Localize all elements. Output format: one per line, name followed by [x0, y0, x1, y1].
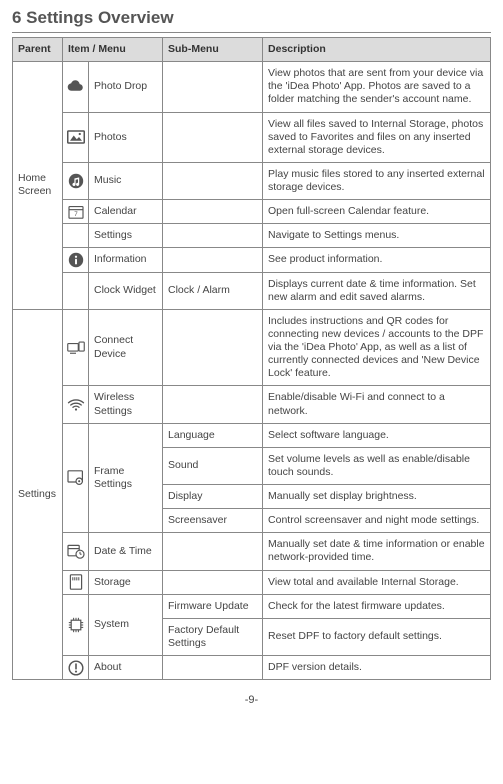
- sub-label: [163, 112, 263, 162]
- heading-rule: [12, 32, 491, 33]
- desc-label: Manually set display brightness.: [263, 485, 491, 509]
- table-row: Settings Navigate to Settings menus.: [13, 224, 491, 248]
- frame-settings-icon: [63, 423, 89, 533]
- item-label: System: [89, 594, 163, 655]
- table-row: Date & Time Manually set date & time inf…: [13, 533, 491, 570]
- music-icon: [63, 162, 89, 199]
- desc-label: View photos that are sent from your devi…: [263, 62, 491, 112]
- sub-label: [163, 386, 263, 423]
- desc-label: View all files saved to Internal Storage…: [263, 112, 491, 162]
- settings-table: Parent Item / Menu Sub-Menu Description …: [12, 37, 491, 680]
- item-label: Information: [89, 248, 163, 272]
- desc-label: Displays current date & time information…: [263, 272, 491, 309]
- table-header-row: Parent Item / Menu Sub-Menu Description: [13, 38, 491, 62]
- item-label: Wireless Settings: [89, 386, 163, 423]
- table-row: Photos View all files saved to Internal …: [13, 112, 491, 162]
- parent-settings: Settings: [13, 309, 63, 679]
- table-row: Music Play music files stored to any ins…: [13, 162, 491, 199]
- desc-label: View total and available Internal Storag…: [263, 570, 491, 594]
- desc-label: Select software language.: [263, 423, 491, 447]
- table-row: Wireless Settings Enable/disable Wi-Fi a…: [13, 386, 491, 423]
- sub-label: Screensaver: [163, 509, 263, 533]
- desc-label: Navigate to Settings menus.: [263, 224, 491, 248]
- page-container: 6 Settings Overview Parent Item / Menu S…: [0, 0, 503, 726]
- information-icon: [63, 248, 89, 272]
- sub-label: Language: [163, 423, 263, 447]
- table-row: Settings Connect Device Includes instruc…: [13, 309, 491, 386]
- desc-label: Play music files stored to any inserted …: [263, 162, 491, 199]
- sub-label: [163, 309, 263, 386]
- table-row: System Firmware Update Check for the lat…: [13, 594, 491, 618]
- system-icon: [63, 594, 89, 655]
- parent-home: Home Screen: [13, 62, 63, 310]
- sub-label: [163, 570, 263, 594]
- sub-label: Sound: [163, 447, 263, 484]
- table-row: Clock Widget Clock / Alarm Displays curr…: [13, 272, 491, 309]
- desc-label: DPF version details.: [263, 656, 491, 680]
- item-label: Storage: [89, 570, 163, 594]
- item-label: Settings: [89, 224, 163, 248]
- item-label: Photo Drop: [89, 62, 163, 112]
- table-row: Frame Settings Language Select software …: [13, 423, 491, 447]
- svg-text:7: 7: [74, 211, 78, 218]
- date-time-icon: [63, 533, 89, 570]
- sub-label: Clock / Alarm: [163, 272, 263, 309]
- item-label: Frame Settings: [89, 423, 163, 533]
- col-desc: Description: [263, 38, 491, 62]
- sub-label: [163, 200, 263, 224]
- sub-label: [163, 162, 263, 199]
- col-sub: Sub-Menu: [163, 38, 263, 62]
- section-heading: 6 Settings Overview: [12, 8, 491, 28]
- item-label: Music: [89, 162, 163, 199]
- item-label: Calendar: [89, 200, 163, 224]
- desc-label: Check for the latest firmware updates.: [263, 594, 491, 618]
- item-label: Photos: [89, 112, 163, 162]
- sub-label: Factory Default Settings: [163, 618, 263, 655]
- sub-label: [163, 656, 263, 680]
- sub-label: Display: [163, 485, 263, 509]
- desc-label: See product information.: [263, 248, 491, 272]
- settings-icon: [63, 224, 89, 248]
- desc-label: Includes instructions and QR codes for c…: [263, 309, 491, 386]
- desc-label: Control screensaver and night mode setti…: [263, 509, 491, 533]
- table-row: Storage View total and available Interna…: [13, 570, 491, 594]
- photo-drop-icon: [63, 62, 89, 112]
- sub-label: [163, 248, 263, 272]
- desc-label: Manually set date & time information or …: [263, 533, 491, 570]
- table-row: Home Screen Photo Drop View photos that …: [13, 62, 491, 112]
- table-row: About DPF version details.: [13, 656, 491, 680]
- sub-label: [163, 224, 263, 248]
- item-label: Clock Widget: [89, 272, 163, 309]
- sub-label: [163, 533, 263, 570]
- desc-label: Enable/disable Wi-Fi and connect to a ne…: [263, 386, 491, 423]
- table-row: Information See product information.: [13, 248, 491, 272]
- clock-icon: [63, 272, 89, 309]
- desc-label: Set volume levels as well as enable/disa…: [263, 447, 491, 484]
- col-item: Item / Menu: [63, 38, 163, 62]
- storage-icon: [63, 570, 89, 594]
- item-label: Connect Device: [89, 309, 163, 386]
- item-label: About: [89, 656, 163, 680]
- page-footer: -9-: [12, 694, 491, 706]
- about-icon: [63, 656, 89, 680]
- wireless-icon: [63, 386, 89, 423]
- connect-device-icon: [63, 309, 89, 386]
- desc-label: Reset DPF to factory default settings.: [263, 618, 491, 655]
- calendar-icon: 7: [63, 200, 89, 224]
- photos-icon: [63, 112, 89, 162]
- desc-label: Open full-screen Calendar feature.: [263, 200, 491, 224]
- item-label: Date & Time: [89, 533, 163, 570]
- sub-label: [163, 62, 263, 112]
- sub-label: Firmware Update: [163, 594, 263, 618]
- table-row: 7 Calendar Open full-screen Calendar fea…: [13, 200, 491, 224]
- col-parent: Parent: [13, 38, 63, 62]
